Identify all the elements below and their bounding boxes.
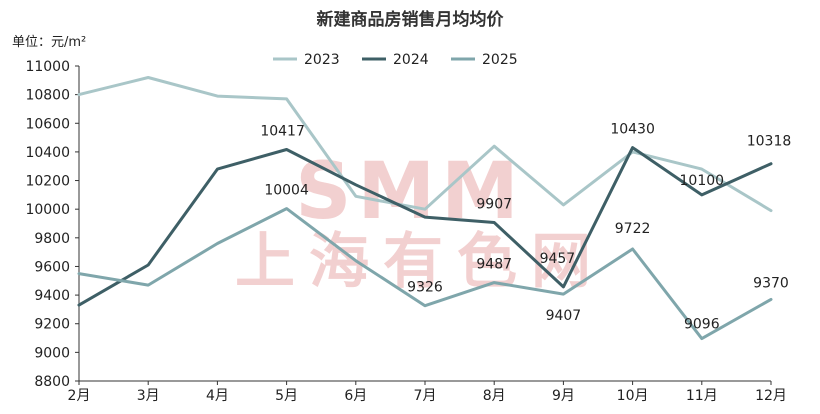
data-label: 10318 xyxy=(747,134,792,150)
x-tick-label: 12月 xyxy=(755,388,787,404)
data-label: 10417 xyxy=(260,123,305,139)
y-tick-label: 10000 xyxy=(25,202,70,218)
x-tick-label: 6月 xyxy=(344,388,367,404)
data-label: 9722 xyxy=(615,221,651,237)
data-label: 9487 xyxy=(476,257,512,273)
data-label: 9907 xyxy=(476,196,512,212)
y-tick-label: 9800 xyxy=(34,231,70,247)
y-tick-label: 11000 xyxy=(25,59,70,75)
legend: 2023 2024 2025 xyxy=(273,52,518,68)
unit-label: 单位：元/m² xyxy=(12,35,86,50)
data-label: 10430 xyxy=(610,122,655,138)
x-tick-label: 2月 xyxy=(68,388,91,404)
x-tick-label: 11月 xyxy=(686,388,718,404)
legend-item: 2023 xyxy=(304,52,340,68)
y-tick-label: 9600 xyxy=(34,259,70,275)
legend-item: 2024 xyxy=(393,52,429,68)
data-label: 9096 xyxy=(684,317,720,333)
data-label: 10100 xyxy=(680,173,725,189)
chart-title: 新建商品房销售月均均价 xyxy=(317,9,505,30)
data-label: 9457 xyxy=(540,251,576,267)
series-line-2023 xyxy=(77,76,773,213)
y-tick-label: 9400 xyxy=(34,288,70,304)
data-labels: 10417 9907 9457 10430 10100 10318 10004 9326 948… xyxy=(260,122,791,333)
y-tick-label: 8800 xyxy=(34,374,70,390)
x-tick-label: 5月 xyxy=(275,388,298,404)
series-line-2025 xyxy=(77,207,773,341)
y-tick-label: 9200 xyxy=(34,317,70,333)
x-tick-label: 3月 xyxy=(137,388,160,404)
x-tick-label: 9月 xyxy=(552,388,575,404)
watermark: SMM 上海有色网 xyxy=(235,147,605,297)
x-tick-label: 4月 xyxy=(206,388,229,404)
legend-item: 2025 xyxy=(482,52,518,68)
data-label: 9370 xyxy=(753,275,789,291)
series-lines xyxy=(77,76,773,341)
data-label: 10004 xyxy=(264,183,309,199)
y-tick-label: 10400 xyxy=(25,145,70,161)
x-tick-label: 8月 xyxy=(483,388,506,404)
watermark-text: 上海有色网 xyxy=(235,227,605,297)
data-label: 9407 xyxy=(546,308,582,324)
y-tick-label: 10600 xyxy=(25,116,70,132)
x-tick-label: 7月 xyxy=(414,388,437,404)
y-tick-label: 10800 xyxy=(25,88,70,104)
y-tick-label: 10200 xyxy=(25,174,70,190)
x-tick-label: 10月 xyxy=(617,388,649,404)
data-label: 9326 xyxy=(407,280,443,296)
axes: 8800 9000 9200 9400 9600 9800 10000 10200 10400 1… xyxy=(25,59,786,404)
series-line-2024 xyxy=(77,146,773,307)
y-tick-label: 9000 xyxy=(34,345,70,361)
